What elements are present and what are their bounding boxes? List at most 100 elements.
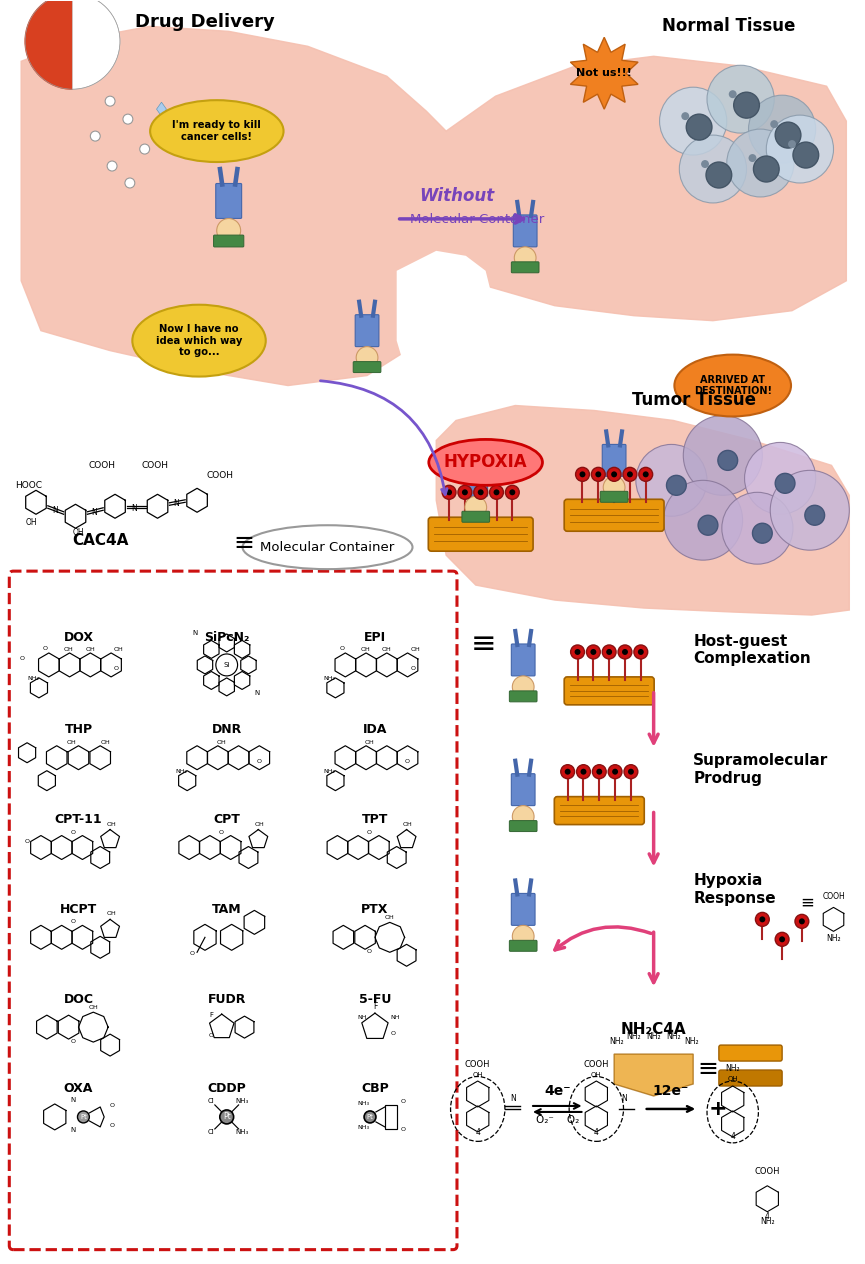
Text: O: O <box>339 646 344 651</box>
Text: OH: OH <box>360 647 370 652</box>
Circle shape <box>706 162 732 188</box>
Text: O₂⁻    O₂: O₂⁻ O₂ <box>535 1115 579 1125</box>
Text: N: N <box>621 1093 627 1103</box>
Circle shape <box>660 87 727 155</box>
Text: COOH: COOH <box>822 892 845 901</box>
Circle shape <box>766 115 834 183</box>
Circle shape <box>612 769 618 775</box>
Circle shape <box>682 112 689 120</box>
FancyBboxPatch shape <box>600 492 628 502</box>
Text: Normal Tissue: Normal Tissue <box>662 18 795 35</box>
Text: 4: 4 <box>765 1212 770 1221</box>
FancyBboxPatch shape <box>513 215 537 246</box>
Circle shape <box>123 114 133 124</box>
Circle shape <box>748 154 756 162</box>
Text: OH: OH <box>106 911 116 916</box>
Text: OH: OH <box>365 739 375 744</box>
Text: N: N <box>52 506 58 514</box>
Circle shape <box>707 66 774 133</box>
Text: DOX: DOX <box>63 632 93 645</box>
Circle shape <box>770 120 778 128</box>
Circle shape <box>779 937 785 943</box>
Text: NH₂: NH₂ <box>684 1036 699 1047</box>
Text: O: O <box>25 838 30 843</box>
Text: DOC: DOC <box>63 992 93 1006</box>
Circle shape <box>759 916 766 923</box>
Text: O: O <box>209 1033 214 1038</box>
Text: O: O <box>189 952 194 957</box>
Text: NH₂: NH₂ <box>324 769 336 774</box>
Text: NH₂: NH₂ <box>666 1033 681 1042</box>
Text: O: O <box>219 829 224 834</box>
Circle shape <box>140 144 150 154</box>
Text: COOH: COOH <box>465 1060 490 1069</box>
Circle shape <box>698 516 718 535</box>
FancyBboxPatch shape <box>509 691 537 702</box>
Text: COOH: COOH <box>142 461 169 470</box>
Circle shape <box>78 1111 89 1122</box>
Circle shape <box>721 492 793 564</box>
Text: F: F <box>373 1002 377 1011</box>
Circle shape <box>638 648 644 655</box>
Circle shape <box>775 933 789 947</box>
Circle shape <box>793 142 818 168</box>
Circle shape <box>639 468 653 482</box>
Circle shape <box>622 648 628 655</box>
Text: Pt: Pt <box>80 1114 86 1120</box>
Text: NH₂: NH₂ <box>324 676 336 681</box>
Circle shape <box>592 468 606 482</box>
Text: Molecular Container: Molecular Container <box>260 541 394 554</box>
Ellipse shape <box>242 526 413 569</box>
FancyBboxPatch shape <box>511 262 539 273</box>
Text: OH: OH <box>402 822 413 827</box>
Circle shape <box>580 471 586 478</box>
Text: CPT: CPT <box>214 813 240 827</box>
Text: CBP: CBP <box>361 1082 389 1096</box>
Text: OH: OH <box>88 1005 98 1010</box>
Text: O: O <box>71 919 75 924</box>
Circle shape <box>586 645 600 659</box>
Polygon shape <box>614 1054 693 1096</box>
Text: O: O <box>405 758 410 763</box>
Text: O: O <box>43 646 48 651</box>
Text: OH: OH <box>26 518 38 527</box>
Polygon shape <box>21 27 846 386</box>
Text: O: O <box>367 949 372 954</box>
Text: OH: OH <box>106 822 116 827</box>
Text: N: N <box>510 1093 516 1103</box>
Ellipse shape <box>132 305 266 377</box>
Text: CAC4A: CAC4A <box>72 533 128 549</box>
FancyBboxPatch shape <box>214 235 244 246</box>
Text: OH: OH <box>73 528 84 537</box>
Circle shape <box>462 489 468 495</box>
Text: OH: OH <box>472 1072 483 1078</box>
FancyBboxPatch shape <box>564 499 664 531</box>
Circle shape <box>728 90 737 99</box>
Text: OXA: OXA <box>64 1082 93 1096</box>
Circle shape <box>612 471 617 478</box>
Circle shape <box>125 178 135 188</box>
Text: Now I have no
idea which way
to go...: Now I have no idea which way to go... <box>156 324 242 358</box>
Text: NH₂: NH₂ <box>27 676 39 681</box>
Text: Host-guest
Complexation: Host-guest Complexation <box>693 633 811 666</box>
Circle shape <box>512 925 534 947</box>
Text: OH: OH <box>217 739 227 744</box>
Circle shape <box>512 805 534 828</box>
Text: 4e⁻: 4e⁻ <box>544 1085 571 1098</box>
Circle shape <box>595 471 601 478</box>
FancyBboxPatch shape <box>511 643 535 676</box>
Text: Pt: Pt <box>223 1112 231 1121</box>
Text: EPI: EPI <box>364 632 386 645</box>
Circle shape <box>490 485 503 499</box>
Text: SiPcN₂: SiPcN₂ <box>204 632 249 645</box>
Text: N: N <box>254 690 260 696</box>
Circle shape <box>565 769 571 775</box>
Text: OH: OH <box>591 1072 602 1078</box>
Text: NH₂: NH₂ <box>826 934 841 943</box>
Text: NH: NH <box>357 1015 367 1020</box>
Text: O: O <box>256 758 261 763</box>
FancyBboxPatch shape <box>511 774 535 805</box>
FancyBboxPatch shape <box>356 315 379 346</box>
Wedge shape <box>73 0 120 90</box>
Text: CPT-11: CPT-11 <box>54 813 102 827</box>
